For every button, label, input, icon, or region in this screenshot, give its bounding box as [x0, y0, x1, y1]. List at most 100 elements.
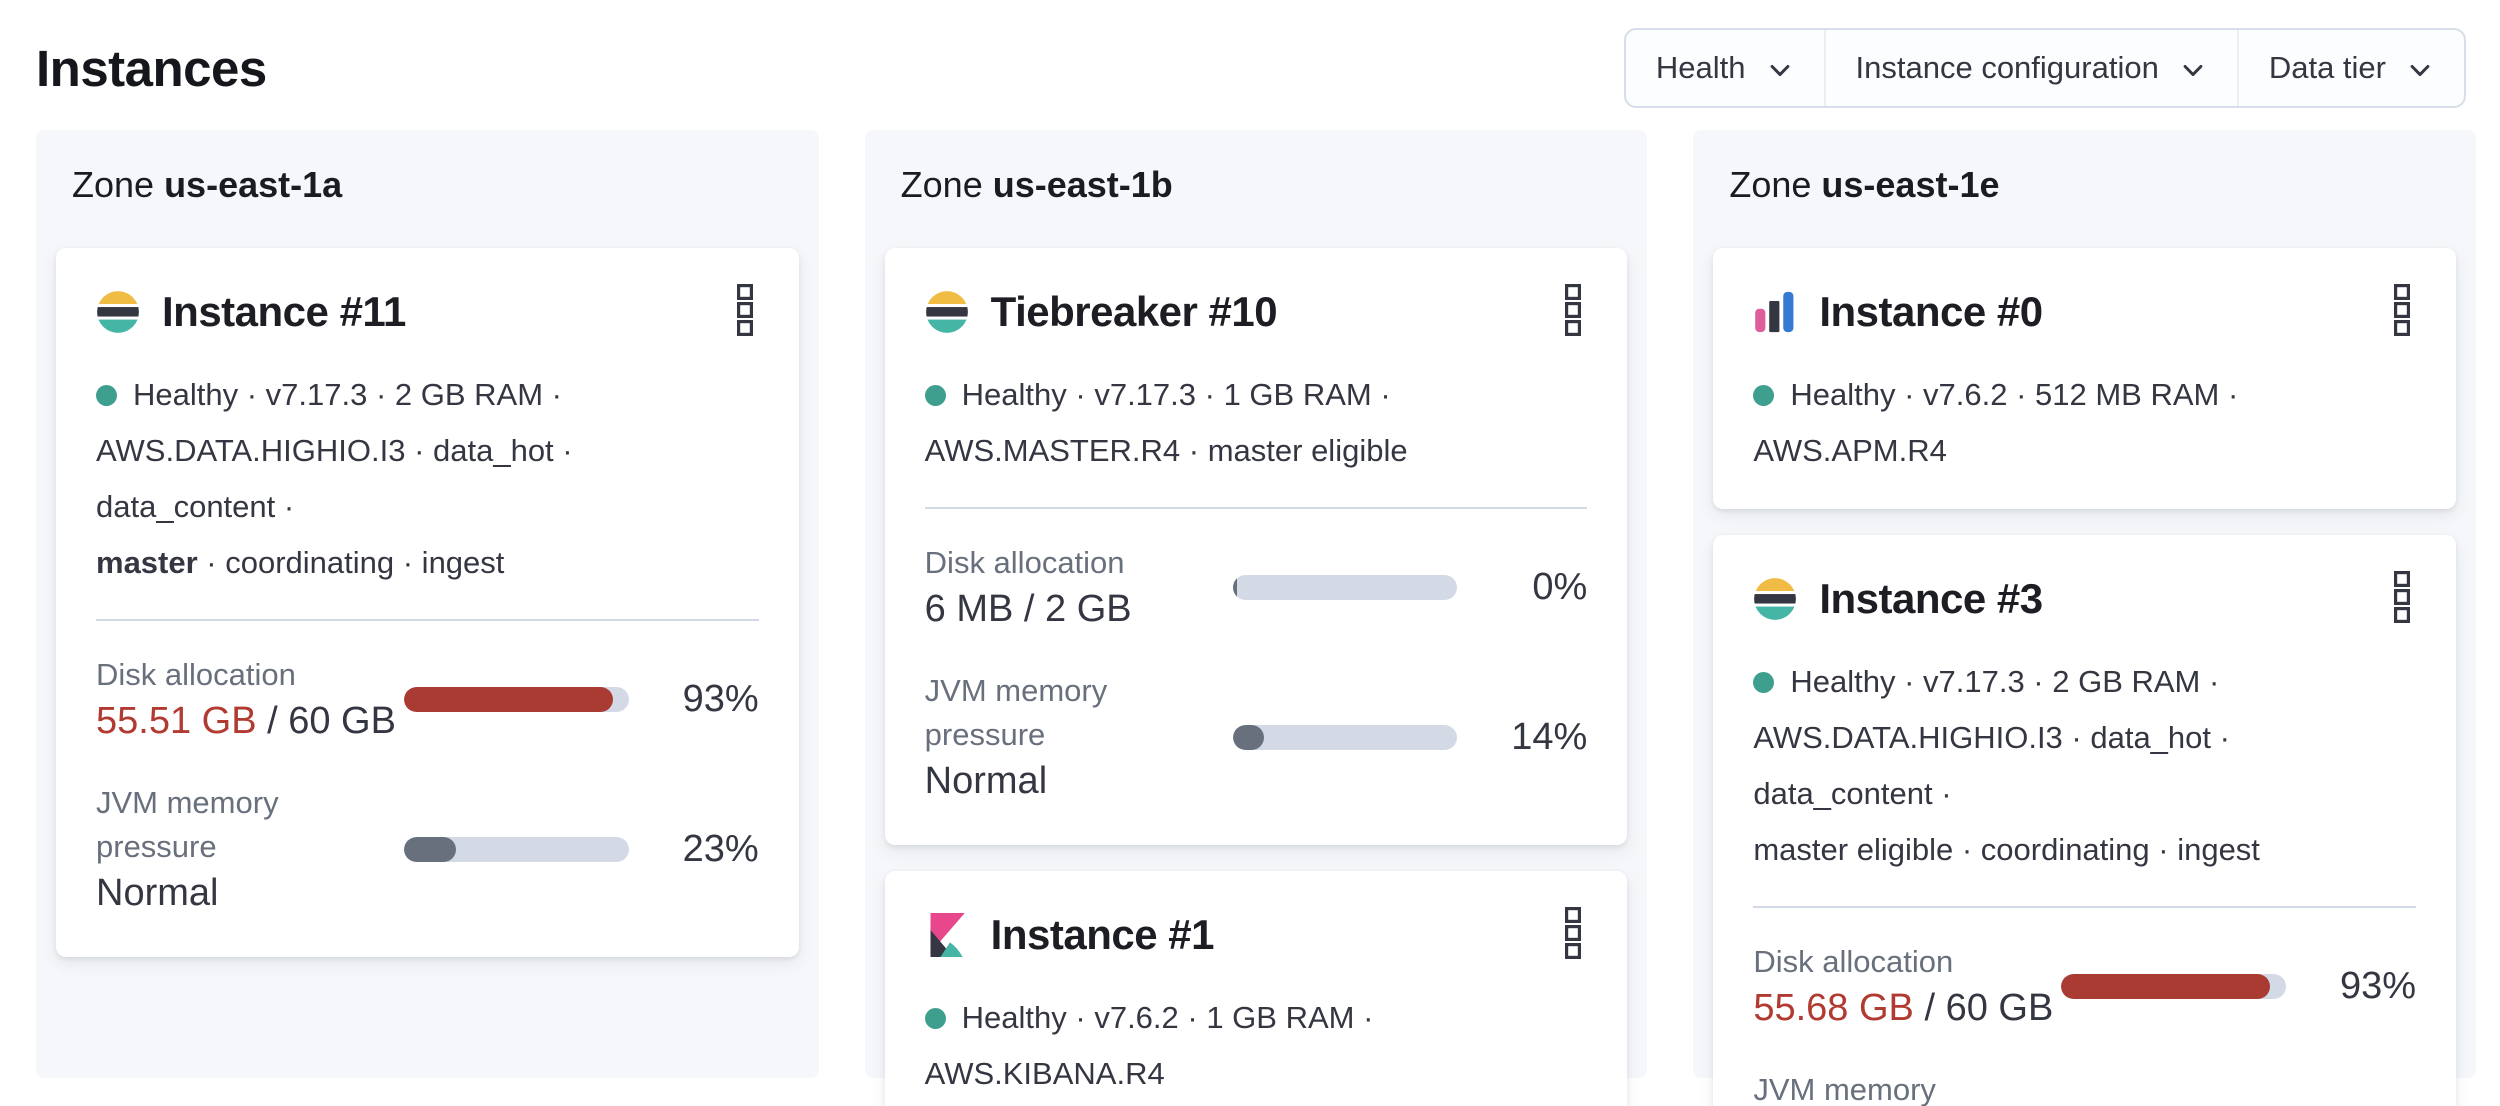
zone-panel-us-east-1a: Zone us-east-1a Instance #11 Healthy · v…: [36, 130, 819, 1078]
metric-value-part: 55.51 GB: [96, 700, 257, 742]
instance-meta-line: Healthy · v7.17.3 · 1 GB RAM ·: [924, 367, 1588, 423]
metric-text: JVM memory pressure Normal: [96, 781, 404, 917]
zone-panel-us-east-1b: Zone us-east-1b Tiebreaker #10 Healthy ·…: [864, 130, 1648, 1106]
metric-value-part: Normal: [96, 872, 219, 914]
zone-name: us-east-1a: [164, 164, 343, 205]
zone-label-prefix: Zone: [72, 164, 165, 205]
filter-data-tier-button[interactable]: Data tier: [2236, 30, 2464, 106]
progress-fill: [404, 836, 456, 862]
card-divider: [924, 507, 1588, 509]
instance-meta-line: Healthy · v7.17.3 · 2 GB RAM ·: [1753, 654, 2416, 710]
card-header: Tiebreaker #10: [925, 282, 1588, 341]
elasticsearch-logo: [1753, 577, 1797, 621]
boxes-vertical-icon: [1563, 282, 1583, 341]
instance-title: Tiebreaker #10: [990, 287, 1278, 335]
instance-menu-button[interactable]: [2388, 569, 2416, 628]
metric-text: JVM memory pressure Normal: [925, 669, 1233, 805]
zone-name: us-east-1e: [1821, 164, 2000, 205]
progress-bar: [404, 836, 629, 862]
chevron-down-icon: [2179, 56, 2207, 84]
card-header: Instance #1: [925, 905, 1588, 964]
metric-row: Disk allocation 55.51 GB / 60 GB 93%: [96, 653, 759, 745]
filter-group: Health Instance configuration Data tier: [1623, 28, 2466, 108]
meta-text: AWS.DATA.HIGHIO.I3 · data_hot · data_con…: [1753, 720, 2230, 811]
elasticsearch-logo: [96, 290, 140, 334]
kibana-logo: [925, 912, 969, 957]
instance-menu-button[interactable]: [1559, 282, 1587, 341]
instance-card: Instance #1 Healthy · v7.6.2 · 1 GB RAM …: [884, 871, 1628, 1106]
metric-label: JVM memory pressure: [924, 673, 1108, 752]
progress-fill: [1232, 724, 1265, 750]
metric-row: Disk allocation 6 MB / 2 GB 0%: [925, 541, 1588, 633]
filter-health-button[interactable]: Health: [1626, 30, 1824, 106]
boxes-vertical-icon: [1563, 905, 1583, 964]
meta-text: Healthy · v7.17.3 · 2 GB RAM ·: [1790, 664, 2220, 699]
metric-label: Disk allocation: [1753, 944, 1954, 979]
chevron-down-icon: [1766, 56, 1794, 84]
metric-text: Disk allocation 55.68 GB / 60 GB: [1753, 940, 2061, 1032]
meta-text: Healthy · v7.6.2 · 1 GB RAM · AWS.KIBANA…: [924, 1000, 1374, 1091]
progress-fill: [1232, 574, 1238, 600]
health-status-icon: [1753, 672, 1775, 693]
boxes-vertical-icon: [2392, 569, 2412, 628]
metric-label: JVM memory pressure: [96, 785, 279, 864]
meta-text: master eligible · coordinating · ingest: [1753, 832, 2260, 867]
metric-label: Disk allocation: [96, 657, 296, 692]
zone-title: Zone us-east-1e: [1729, 164, 2456, 206]
progress-bar: [404, 686, 629, 712]
instance-card: Instance #0 Healthy · v7.6.2 · 512 MB RA…: [1713, 248, 2457, 509]
card-header: Instance #0: [1753, 282, 2416, 341]
metric-row: JVM memory pressure Normal 23%: [96, 781, 759, 917]
metric-value-part: Normal: [924, 760, 1048, 802]
instance-title: Instance #11: [162, 287, 406, 335]
instance-meta-line: Healthy · v7.6.2 · 512 MB RAM · AWS.APM.…: [1753, 367, 2416, 479]
meta-text: Healthy · v7.6.2 · 512 MB RAM · AWS.APM.…: [1753, 377, 2239, 468]
instance-title: Instance #0: [1819, 287, 2043, 335]
percent-label: 14%: [1511, 715, 1588, 758]
progress-fill: [404, 686, 613, 712]
zone-name: us-east-1b: [992, 164, 1173, 205]
meta-text: Healthy · v7.17.3 · 1 GB RAM ·: [961, 377, 1391, 412]
health-status-icon: [1753, 385, 1775, 406]
boxes-vertical-icon: [735, 282, 755, 341]
page-header: Instances Health Instance configuration …: [0, 0, 2500, 130]
instance-menu-button[interactable]: [731, 282, 759, 341]
instance-meta-line: Healthy · v7.6.2 · 1 GB RAM · AWS.KIBANA…: [924, 990, 1588, 1102]
card-header: Instance #3: [1753, 569, 2416, 628]
metric-label: Disk allocation: [924, 545, 1125, 580]
zones: Zone us-east-1a Instance #11 Healthy · v…: [0, 130, 2500, 1106]
instance-menu-button[interactable]: [1559, 905, 1587, 964]
metric-value-part: 6 MB / 2 GB: [924, 588, 1132, 630]
percent-label: 93%: [2339, 964, 2417, 1007]
instance-title: Instance #3: [1819, 574, 2043, 622]
zone-panel-us-east-1e: Zone us-east-1e Instance #0 Healthy · v7…: [1693, 130, 2477, 1106]
instance-meta-line: AWS.DATA.HIGHIO.I3 · data_hot · data_con…: [96, 423, 759, 535]
chevron-down-icon: [2406, 56, 2434, 84]
metric-label: JVM memory pressure: [1753, 1072, 1936, 1106]
metric-value: 55.51 GB / 60 GB: [96, 697, 404, 745]
meta-text: Healthy · v7.17.3 · 2 GB RAM ·: [133, 377, 562, 412]
metric-value: 55.68 GB / 60 GB: [1753, 984, 2061, 1032]
metric-value: Normal: [925, 757, 1233, 805]
boxes-vertical-icon: [2392, 282, 2412, 341]
instance-menu-button[interactable]: [2388, 282, 2416, 341]
metric-row: Disk allocation 55.68 GB / 60 GB 93%: [1753, 940, 2416, 1032]
instance-meta-line: master eligible · coordinating · ingest: [1753, 822, 2416, 878]
meta-text: master: [96, 545, 198, 580]
percent-label: 0%: [1532, 565, 1588, 608]
filter-health-label: Health: [1655, 50, 1746, 85]
filter-instance-configuration-label: Instance configuration: [1855, 50, 2159, 85]
progress-bar: [1232, 574, 1458, 600]
instance-card: Tiebreaker #10 Healthy · v7.17.3 · 1 GB …: [884, 248, 1628, 845]
instance-card: Instance #3 Healthy · v7.17.3 · 2 GB RAM…: [1713, 535, 2457, 1106]
health-status-icon: [924, 1008, 946, 1029]
zone-title: Zone us-east-1b: [901, 164, 1628, 206]
page-title: Instances: [36, 39, 267, 97]
metric-value: 6 MB / 2 GB: [925, 585, 1233, 633]
progress-bar: [1232, 724, 1458, 750]
metric-value-part: / 60 GB: [256, 700, 396, 742]
instance-meta-line: Healthy · v7.17.3 · 2 GB RAM ·: [96, 367, 759, 423]
metric-text: Disk allocation 6 MB / 2 GB: [925, 541, 1233, 633]
filter-instance-configuration-button[interactable]: Instance configuration: [1823, 30, 2237, 106]
